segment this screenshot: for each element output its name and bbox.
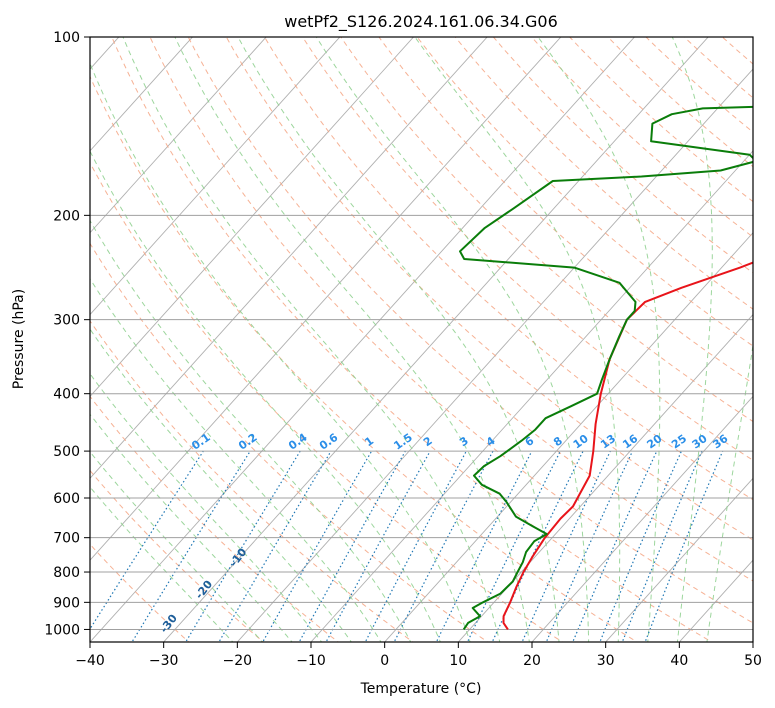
isotherm-line xyxy=(90,37,488,479)
mixing-ratio-line xyxy=(621,450,703,642)
dry-adiabat-line xyxy=(263,37,753,501)
y-tick-label: 800 xyxy=(53,565,80,581)
x-tick-label: −30 xyxy=(149,653,179,669)
dewpoint-profile-line xyxy=(459,105,753,630)
chart-title: wetPf2_S126.2024.161.06.34.G06 xyxy=(284,12,558,32)
x-tick-label: 10 xyxy=(449,653,467,669)
mixing-ratio-line xyxy=(131,450,251,642)
isobars xyxy=(90,37,753,630)
dry-adiabat-line xyxy=(302,37,753,461)
y-tick-label: 1000 xyxy=(44,622,80,638)
isotherm-line xyxy=(236,68,753,642)
mixing-ratio-line xyxy=(491,450,584,642)
isotherm-line xyxy=(605,477,753,642)
moist-adiabat-line xyxy=(90,62,471,642)
x-tick-label: −40 xyxy=(75,653,105,669)
dry-adiabat-line xyxy=(416,37,753,347)
y-tick-label: 200 xyxy=(53,208,80,224)
x-tick-label: 0 xyxy=(380,653,389,669)
dry-adiabat-line xyxy=(90,75,638,642)
isotherm-line xyxy=(90,37,562,561)
plot-frame xyxy=(89,36,754,643)
y-tick-label: 900 xyxy=(53,595,80,611)
moist-adiabat-line xyxy=(122,37,501,642)
mixing-ratio-line xyxy=(90,450,204,631)
y-tick-label: 600 xyxy=(53,491,80,507)
isotherm-line xyxy=(531,395,753,642)
x-tick-label: 50 xyxy=(744,653,762,669)
moist-adiabat-line xyxy=(706,342,753,642)
y-tick-label: 400 xyxy=(53,387,80,403)
mixing-ratio-line xyxy=(393,450,494,642)
moist-adiabat-line xyxy=(315,37,590,642)
isotherm-line xyxy=(90,37,341,316)
moist-adiabat-line xyxy=(90,277,382,642)
isotherm-line xyxy=(90,37,415,398)
isotherm-line xyxy=(90,37,636,642)
moist-adiabat-line xyxy=(537,37,661,642)
mixing-ratio-line xyxy=(599,450,682,642)
moist-adiabat-line xyxy=(237,37,560,642)
mixing-ratio-line xyxy=(218,450,332,642)
mixing-ratio-line xyxy=(364,450,467,642)
x-tick-label: −10 xyxy=(296,653,326,669)
y-axis-title: Pressure (hPa) xyxy=(11,289,27,389)
y-tick-label: 500 xyxy=(53,444,80,460)
dry-adiabat-line xyxy=(378,37,753,385)
y-tick-label: 700 xyxy=(53,531,80,547)
mixing-ratio-lines xyxy=(90,450,724,642)
y-axis: 1000 900 800 700 600 500 400 300 200 100 xyxy=(44,30,90,638)
dry-adiabat-line xyxy=(187,37,753,582)
isotherm-line xyxy=(90,37,267,234)
isotherm-line xyxy=(163,37,709,642)
x-tick-label: 20 xyxy=(523,653,541,669)
y-tick-label: 100 xyxy=(53,30,80,46)
background-lines xyxy=(90,37,753,642)
moist-adiabat-line xyxy=(671,37,713,642)
x-tick-label: 30 xyxy=(597,653,615,669)
temperature-profile-line xyxy=(502,261,753,630)
isotherm-line xyxy=(310,150,753,642)
sounding-series xyxy=(459,105,753,630)
mixing-ratio-line xyxy=(644,450,724,642)
x-axis-title: Temperature (°C) xyxy=(360,681,482,697)
x-tick-label: −20 xyxy=(223,653,253,669)
isotherm-line xyxy=(384,232,753,642)
moist-adiabat-line xyxy=(414,37,621,642)
moist-adiabat-line xyxy=(174,37,530,642)
x-tick-label: 40 xyxy=(670,653,688,669)
x-axis: −40 −30 −20 −10 0 10 20 30 40 50 xyxy=(75,642,762,669)
mixing-ratio-line xyxy=(521,450,611,642)
y-tick-label: 300 xyxy=(53,313,80,329)
isotherm-line xyxy=(90,37,194,152)
